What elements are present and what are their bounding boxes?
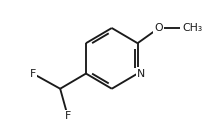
Text: N: N	[137, 69, 145, 79]
Text: F: F	[30, 69, 36, 79]
Text: O: O	[155, 23, 163, 33]
Text: F: F	[65, 111, 71, 121]
Text: CH₃: CH₃	[183, 23, 203, 33]
